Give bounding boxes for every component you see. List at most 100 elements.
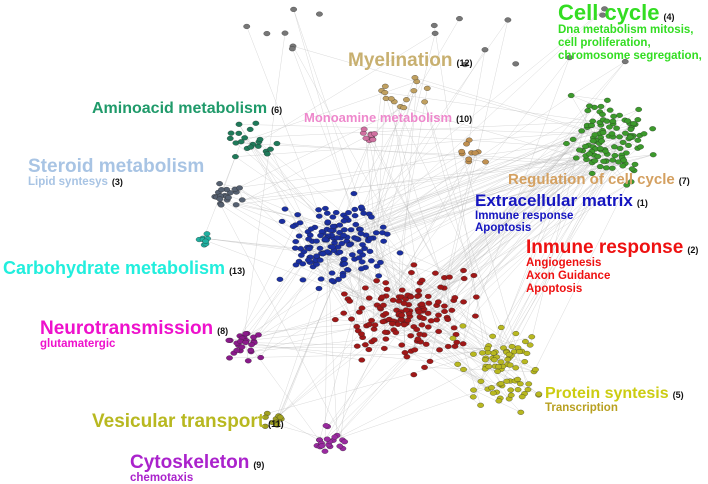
gene-node: [305, 246, 313, 252]
network-edge: [468, 49, 486, 141]
network-edge: [245, 342, 249, 361]
network-edge: [455, 160, 613, 335]
gene-node: [451, 343, 459, 349]
gene-node: [598, 138, 606, 144]
gene-node: [410, 88, 418, 94]
gene-node: [444, 316, 452, 322]
network-edge: [354, 259, 367, 326]
gene-node: [288, 46, 296, 52]
gene-node: [628, 166, 636, 172]
gene-node: [323, 436, 331, 442]
network-edge: [488, 105, 590, 367]
gene-node: [348, 316, 355, 322]
network-edge: [424, 101, 493, 359]
gene-node: [620, 157, 628, 163]
gene-node: [346, 298, 354, 304]
gene-node: [470, 387, 477, 393]
gene-node: [489, 390, 497, 396]
network-edge: [337, 95, 572, 254]
gene-node: [611, 144, 618, 150]
gene-node: [383, 286, 391, 292]
gene-node: [470, 351, 477, 357]
gene-node: [357, 231, 365, 237]
gene-node: [202, 238, 209, 244]
gene-node: [237, 139, 245, 145]
gene-node: [416, 331, 424, 337]
gene-node: [471, 150, 479, 156]
network-edge: [363, 153, 463, 214]
gene-node: [465, 156, 473, 162]
gene-node: [421, 99, 428, 105]
network-edge: [214, 196, 423, 281]
network-edge: [207, 238, 355, 260]
gene-node: [424, 324, 432, 330]
gene-node: [316, 11, 323, 17]
network-edge: [391, 98, 423, 309]
gene-node: [473, 294, 480, 300]
gene-node: [424, 293, 432, 299]
network-edge: [493, 352, 536, 370]
gene-node: [525, 381, 533, 387]
network-edge: [343, 235, 359, 331]
network-edge: [424, 101, 504, 348]
gene-node: [432, 270, 439, 276]
gene-node: [351, 213, 359, 219]
gene-node: [365, 346, 373, 353]
network-edge: [361, 207, 407, 324]
network-edge: [301, 8, 605, 256]
network-edge: [240, 341, 362, 361]
gene-node: [649, 152, 657, 158]
gene-node: [418, 301, 426, 307]
gene-node: [431, 30, 439, 36]
gene-node: [362, 342, 369, 348]
gene-node: [315, 207, 322, 213]
gene-node: [524, 387, 532, 393]
gene-node: [332, 210, 340, 216]
gene-node: [322, 205, 329, 212]
gene-node: [358, 357, 366, 363]
gene-node: [238, 197, 246, 203]
gene-node: [461, 61, 469, 68]
gene-node: [423, 85, 431, 91]
network-edge: [449, 125, 592, 278]
gene-node: [528, 334, 536, 340]
network-edge: [418, 155, 595, 291]
gene-node: [594, 153, 602, 160]
gene-node: [576, 147, 583, 153]
gene-node: [341, 227, 348, 233]
gene-node: [248, 342, 255, 348]
gene-node: [589, 138, 597, 144]
network-edge: [316, 383, 502, 446]
gene-node: [299, 261, 307, 267]
gene-node: [323, 210, 331, 216]
network-edge: [320, 352, 507, 447]
gene-node: [317, 276, 325, 282]
gene-node: [512, 331, 520, 337]
gene-node: [333, 235, 341, 241]
gene-node: [451, 295, 459, 301]
gene-node: [504, 356, 512, 363]
gene-node: [616, 112, 623, 118]
gene-node: [495, 364, 502, 370]
gene-node: [370, 326, 378, 332]
label-monoamine-metabolism: Monoamine metabolism (10): [304, 110, 473, 125]
network-edge: [276, 259, 344, 423]
label-cell-cycle: Cell cycle (4) Dna metabolism mitosis, ce…: [558, 0, 702, 63]
network-edge: [246, 226, 334, 334]
gene-node: [452, 331, 460, 338]
network-edge: [277, 424, 328, 440]
gene-node: [489, 333, 496, 339]
network-edge: [342, 119, 604, 277]
gene-node: [497, 324, 505, 331]
gene-node: [225, 337, 233, 343]
gene-node: [521, 359, 529, 365]
gene-node: [505, 351, 513, 358]
network-edge: [447, 152, 627, 320]
gene-node: [247, 144, 255, 150]
network-edge: [251, 320, 386, 352]
gene-node: [238, 344, 246, 350]
gene-node: [637, 144, 644, 150]
gene-node: [411, 75, 419, 81]
network-edge: [403, 107, 593, 162]
gene-node: [305, 236, 312, 242]
